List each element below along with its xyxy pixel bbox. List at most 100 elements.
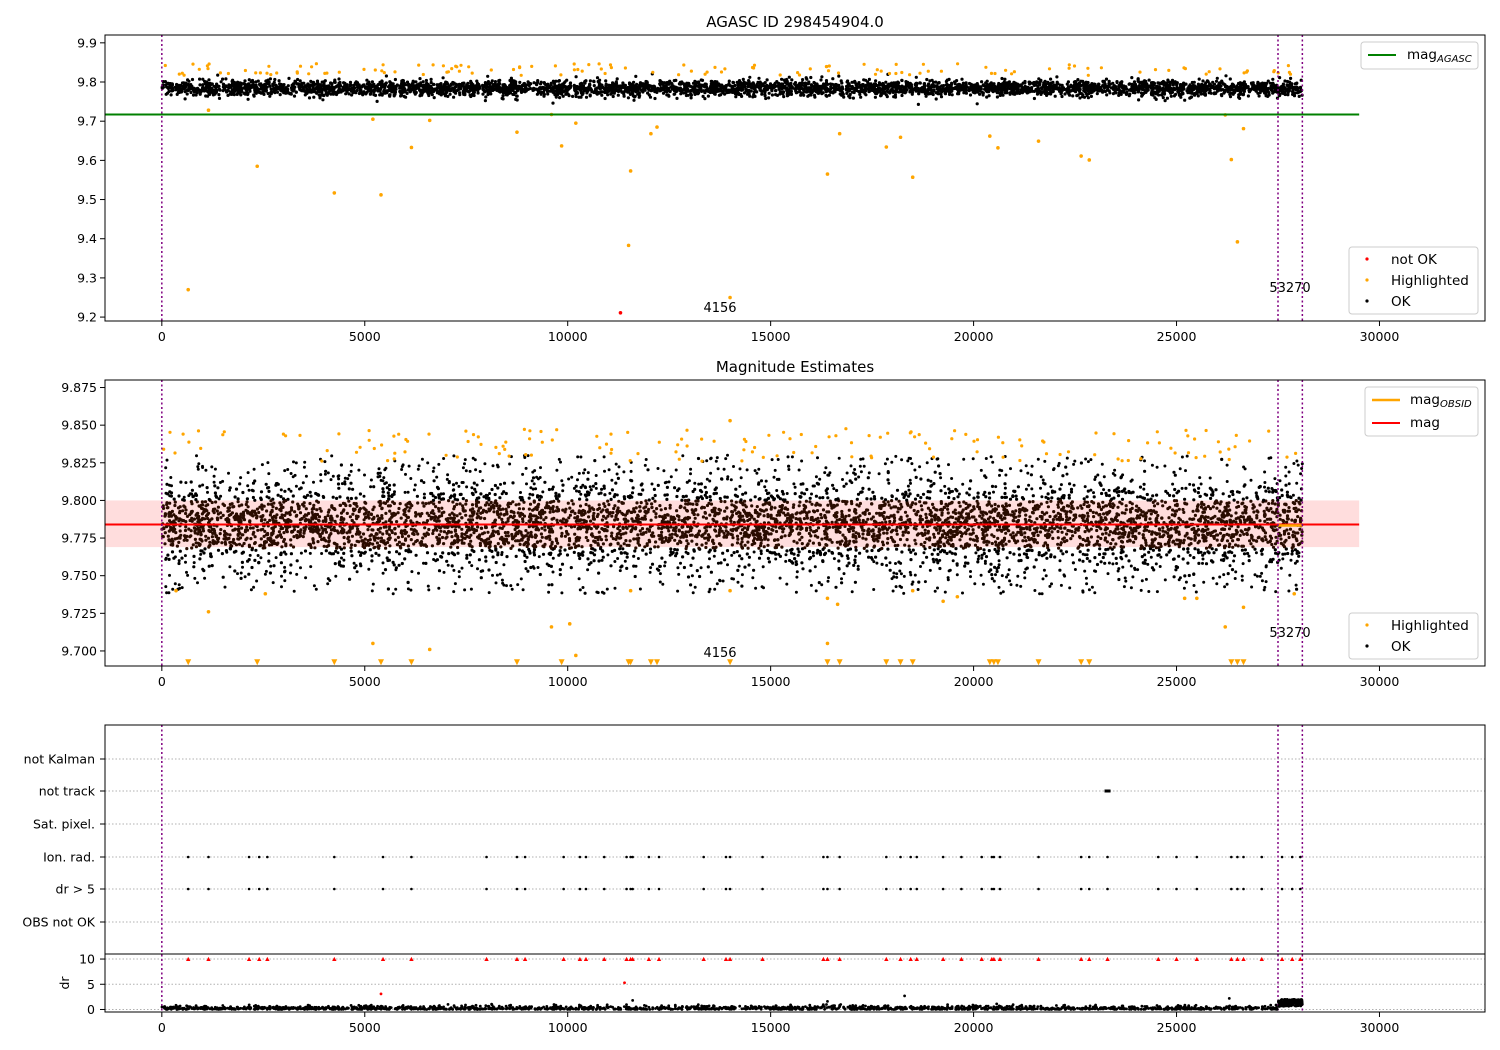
ok-point	[631, 94, 635, 98]
ok-point	[587, 515, 591, 519]
ok-point	[198, 83, 202, 87]
ok-point	[638, 94, 642, 98]
ok-point	[239, 86, 243, 90]
ok-point	[604, 84, 608, 88]
ok-point	[1078, 84, 1082, 88]
ok-point	[934, 91, 938, 95]
ok-point	[674, 89, 678, 93]
ok-point	[350, 93, 354, 97]
ok-point	[819, 78, 823, 82]
ok-point	[190, 77, 195, 82]
ok-point	[398, 85, 402, 89]
ok-point	[207, 78, 211, 82]
highlighted-point	[457, 69, 461, 73]
ok-point	[333, 78, 337, 82]
ok-point	[329, 81, 333, 85]
ok-point	[824, 93, 828, 97]
ok-point	[217, 93, 221, 97]
ok-point	[943, 491, 948, 495]
ok-point	[833, 89, 837, 93]
ok-point	[626, 96, 631, 100]
highlighted-point	[1047, 67, 1052, 71]
ok-point	[834, 82, 838, 87]
ok-point	[593, 459, 597, 463]
ok-point	[431, 531, 435, 536]
highlighted-point	[900, 70, 904, 75]
panel2-title: Magnitude Estimates	[716, 358, 874, 376]
ok-point	[706, 565, 710, 569]
ok-point	[1061, 552, 1065, 556]
highlighted-point	[515, 130, 519, 134]
ok-point	[430, 544, 434, 548]
ok-point	[189, 90, 193, 95]
ok-point	[1154, 97, 1158, 101]
ok-point	[624, 89, 628, 93]
ok-point	[1239, 90, 1243, 94]
ok-point	[397, 552, 401, 556]
ok-point	[317, 90, 321, 94]
panel1-xtick-label: 10000	[548, 329, 588, 344]
ok-point	[1107, 89, 1111, 93]
ok-point	[929, 85, 933, 89]
ok-point	[647, 83, 651, 87]
ok-point	[469, 539, 473, 543]
ok-point	[1200, 87, 1204, 91]
ok-point	[744, 491, 748, 495]
ok-point	[1258, 503, 1262, 507]
highlighted-point	[1099, 66, 1103, 70]
ok-point	[439, 84, 443, 88]
ok-point	[868, 89, 872, 93]
legend-not-ok: not OK	[1391, 252, 1438, 268]
ok-point	[1079, 79, 1083, 83]
ok-point	[652, 84, 656, 88]
ok-point	[916, 102, 921, 106]
ok-point	[368, 548, 372, 552]
highlighted-point	[603, 71, 607, 76]
highlighted-point	[559, 144, 564, 148]
ok-point	[458, 93, 462, 97]
ok-point	[871, 85, 875, 89]
ok-point	[1267, 93, 1271, 97]
ok-point	[279, 87, 283, 91]
ok-point	[736, 568, 740, 573]
ok-point	[412, 90, 416, 94]
ok-point	[273, 77, 277, 82]
ok-point	[739, 88, 744, 92]
ok-point	[1068, 93, 1072, 97]
ok-point	[731, 88, 735, 92]
ok-point	[953, 80, 957, 84]
ok-point	[540, 86, 544, 90]
ok-point	[489, 92, 493, 96]
ok-point	[215, 82, 219, 86]
ok-point	[1257, 94, 1261, 98]
ok-point	[603, 90, 607, 95]
ok-point	[987, 88, 991, 92]
ok-point	[343, 83, 347, 87]
highlighted-point	[1086, 73, 1090, 77]
ok-point	[1060, 94, 1064, 99]
ok-point	[522, 81, 527, 86]
ok-point	[897, 81, 901, 85]
ok-point	[729, 519, 733, 523]
ok-point	[885, 86, 889, 90]
ok-point	[483, 516, 487, 521]
ok-point	[1264, 83, 1268, 87]
ok-point	[192, 554, 196, 559]
ok-point	[1012, 86, 1016, 90]
ok-point	[335, 496, 339, 500]
ok-point	[874, 79, 878, 83]
ok-point	[413, 86, 417, 90]
ok-point	[1086, 96, 1090, 100]
ok-point	[1155, 91, 1159, 95]
ok-point	[527, 87, 531, 91]
ok-point	[592, 84, 596, 88]
ok-point	[584, 79, 588, 83]
ok-point	[1172, 86, 1176, 90]
ok-point	[964, 83, 968, 87]
highlighted-point	[609, 66, 614, 70]
ok-point	[778, 92, 782, 96]
ok-point	[442, 87, 446, 91]
ok-point	[752, 90, 756, 94]
ok-point	[1274, 535, 1278, 539]
